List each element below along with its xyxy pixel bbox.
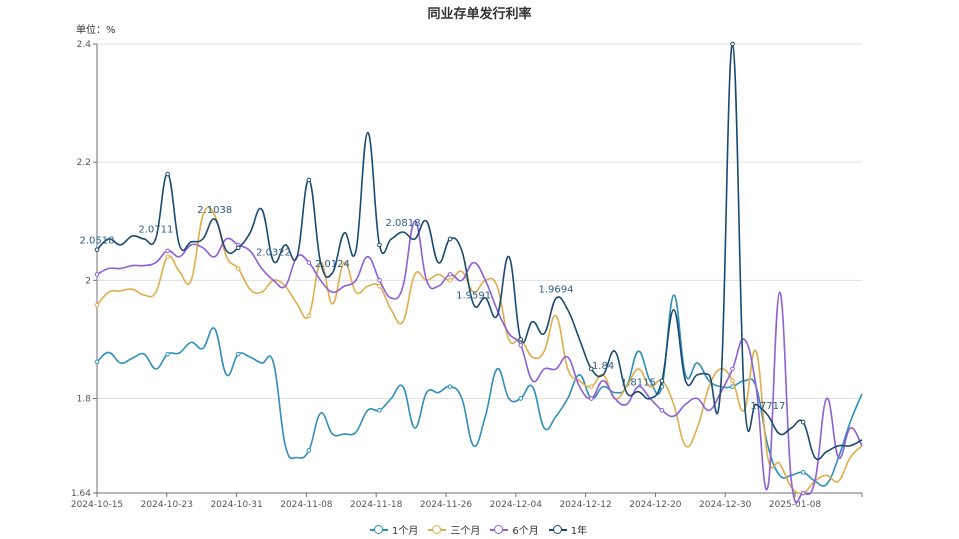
x-tick-label: 2024-10-31 [210,500,262,510]
y-tick-label: 2 [85,276,91,286]
data-point[interactable] [94,302,100,308]
data-label: 2.0818 [386,218,421,229]
x-tick-label: 2024-11-08 [280,500,333,510]
legend-marker-icon [370,524,388,535]
data-point[interactable] [589,384,594,389]
series-line[interactable] [96,220,863,504]
data-label: 2.1038 [197,205,232,216]
legend-item[interactable]: 1年 [548,522,588,537]
series-line[interactable] [96,206,863,495]
data-label: 2.0711 [138,224,173,235]
x-tick-label: 2024-12-30 [699,500,752,510]
data-point[interactable] [377,283,382,289]
data-point[interactable] [94,359,100,365]
data-point[interactable] [800,419,806,425]
x-tick-label: 2024-11-26 [420,500,473,510]
y-tick-label: 2.2 [77,158,91,168]
axes: 1.64 1.8 2 2.2 2.4 2024-10-15 2024-10-23 2024-1… [71,40,863,510]
x-tick-label: 2024-11-18 [350,500,403,510]
data-point[interactable] [165,171,170,177]
y-tick-label: 1.64 [71,489,91,499]
data-point[interactable] [235,351,241,357]
data-point[interactable] [306,177,312,183]
data-point[interactable] [377,278,382,283]
series-line[interactable] [96,43,863,461]
x-tick-label: 2024-12-20 [629,500,682,510]
data-point[interactable] [800,470,806,475]
data-point[interactable] [518,337,523,342]
data-labels: 2.0518 2.0711 2.1038 2.0322 2.0124 2.0818 1.95… [80,205,786,412]
chart-title: 同业存单发行利率 [427,7,532,22]
legend-label: 6个月 [512,526,539,537]
legend-marker-icon [548,524,567,535]
data-point[interactable] [306,448,312,453]
data-point[interactable] [518,396,523,401]
data-point[interactable] [165,254,170,259]
unit-label: 单位：% [76,25,116,36]
data-point[interactable] [94,247,100,253]
data-label: 1.84 [592,361,614,372]
data-point[interactable] [730,41,735,47]
legend-label: 三个月 [450,526,481,537]
x-tick-label: 2025-01-08 [769,500,822,510]
legend-label: 1年 [570,526,588,537]
data-point[interactable] [659,407,665,413]
legend-item[interactable]: 6个月 [490,522,539,537]
data-point[interactable] [447,278,453,283]
data-label: 2.0322 [256,247,291,258]
data-point[interactable] [306,260,312,265]
data-point[interactable] [589,396,594,401]
data-point[interactable] [589,366,594,372]
data-point[interactable] [235,245,241,251]
data-point[interactable] [377,407,382,413]
data-point[interactable] [659,378,665,384]
data-point[interactable] [377,242,382,248]
x-tick-label: 2024-12-04 [490,500,543,510]
legend-item[interactable]: 三个月 [428,522,480,537]
data-point[interactable] [447,272,453,277]
data-point[interactable] [94,272,100,277]
data-point[interactable] [165,248,170,254]
data-point[interactable] [730,378,735,384]
x-tick-label: 2024-12-12 [559,500,611,510]
data-point[interactable] [730,366,735,372]
data-label: 2.0518 [80,236,115,247]
x-tick-label: 2024-10-15 [71,500,123,510]
data-label: 1.9591 [456,290,491,301]
data-point[interactable] [306,313,312,319]
data-point[interactable] [165,351,170,357]
data-point[interactable] [235,266,241,271]
series-line[interactable] [96,294,863,487]
data-point[interactable] [800,490,806,496]
legend-marker-icon [428,524,447,535]
x-tick-label: 2024-10-23 [141,500,193,510]
data-point[interactable] [447,384,453,389]
legend-label: 1个月 [392,526,419,537]
y-tick-label: 2.4 [77,40,92,50]
data-label: 1.7717 [750,401,785,412]
data-point[interactable] [447,236,453,242]
legend-marker-icon [490,524,509,535]
legend: 1个月 三个月 6个月 1年 [370,522,587,537]
series-lines [94,41,863,504]
data-point[interactable] [518,343,523,348]
data-label: 2.0124 [315,259,350,270]
data-label: 1.9694 [539,284,574,295]
legend-item[interactable]: 1个月 [370,522,418,537]
data-label: 1.8115 [621,378,656,389]
y-tick-label: 1.8 [77,394,92,404]
